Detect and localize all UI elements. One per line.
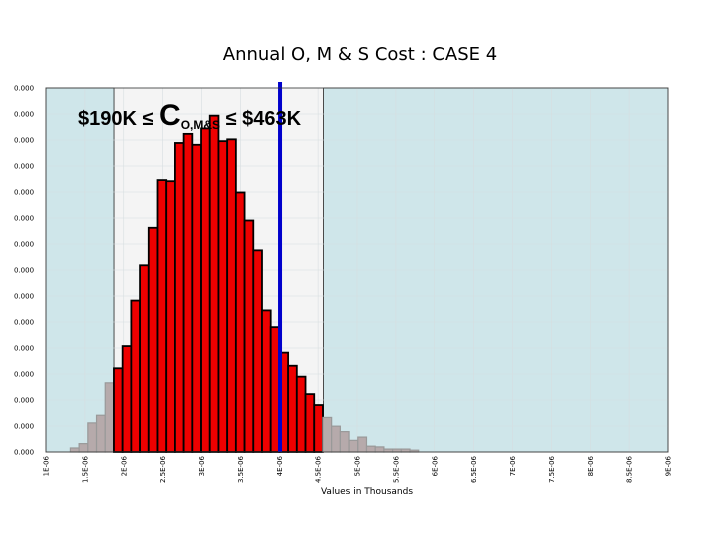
- y-tick-label: 0.000: [14, 293, 34, 301]
- histogram-bar-in-range: [243, 219, 255, 453]
- histogram-bar-out-range: [339, 431, 350, 453]
- histogram-bar-out-range: [357, 436, 368, 453]
- histogram-bar-in-range: [217, 140, 229, 453]
- annotation-suffix: ≤ $463K: [220, 108, 302, 130]
- histogram-bar-in-range: [147, 226, 159, 453]
- histogram-bar-in-range: [182, 132, 194, 453]
- histogram-bar-out-range: [392, 448, 402, 453]
- histogram-bar-in-range: [295, 375, 307, 453]
- histogram-bar-out-range: [331, 425, 341, 453]
- histogram-bar-in-range: [304, 393, 316, 453]
- x-tick-label: 1.5E-06: [81, 455, 89, 483]
- histogram-bar-in-range: [156, 179, 168, 453]
- x-tick-label: 2E-06: [120, 455, 128, 476]
- x-axis-label: Values in Thousands: [321, 487, 413, 497]
- histogram-bar-out-range: [348, 439, 359, 453]
- histogram-bar-in-range: [234, 191, 246, 453]
- histogram-bar-in-range: [130, 299, 141, 453]
- x-tick-label: 7E-06: [509, 455, 517, 476]
- x-tick-label: 2.5E-06: [159, 455, 167, 483]
- histogram-bar-in-range: [226, 138, 237, 453]
- histogram-bar-out-range: [383, 448, 394, 453]
- histogram-bar-in-range: [165, 180, 176, 453]
- annotation-subscript: O,M&S: [181, 118, 220, 132]
- x-tick-label: 3E-06: [198, 455, 206, 476]
- x-tick-label: 4E-06: [276, 455, 284, 476]
- histogram-bar-in-range: [261, 309, 272, 453]
- y-tick-label: 0.000: [14, 137, 34, 145]
- x-tick-label: 7.5E-06: [548, 455, 556, 483]
- y-tick-label: 0.000: [14, 423, 34, 431]
- histogram-bar-in-range: [139, 264, 150, 453]
- x-tick-label: 5.5E-06: [392, 455, 400, 483]
- y-tick-label: 0.000: [14, 85, 34, 93]
- x-tick-label: 6.5E-06: [470, 455, 478, 483]
- x-tick-label: 5E-06: [354, 455, 362, 476]
- x-tick-label: 8E-06: [587, 455, 595, 476]
- y-tick-label: 0.000: [14, 163, 34, 171]
- histogram-bar-out-range: [78, 443, 89, 453]
- histogram-bar-out-range: [104, 382, 115, 453]
- histogram-bar-in-range: [174, 142, 185, 453]
- histogram-bar-out-range: [69, 447, 80, 453]
- histogram-bar-out-range: [95, 414, 106, 453]
- x-tick-label: 3.5E-06: [237, 455, 245, 483]
- histogram-bar-out-range: [87, 422, 98, 453]
- histogram-bar-in-range: [287, 364, 298, 453]
- x-tick-label: 1E-06: [43, 455, 51, 476]
- y-tick-label: 0.000: [14, 215, 34, 223]
- y-tick-label: 0.000: [14, 111, 34, 119]
- annotation-prefix: $190K ≤: [78, 108, 159, 130]
- histogram-bar-in-range: [252, 249, 263, 453]
- y-tick-label: 0.000: [14, 371, 34, 379]
- x-tick-label: 9E-06: [665, 455, 673, 476]
- histogram-bar-out-range: [374, 446, 385, 453]
- histogram-bar-in-range: [208, 114, 220, 453]
- annotation-symbol: C: [159, 99, 181, 132]
- y-tick-label: 0.000: [14, 345, 34, 353]
- histogram-bar-in-range: [113, 367, 124, 453]
- histogram-bar-in-range: [200, 127, 211, 453]
- y-tick-label: 0.000: [14, 319, 34, 327]
- histogram-bar-in-range: [121, 345, 133, 453]
- x-tick-label: 8.5E-06: [626, 455, 634, 483]
- histogram-bar-in-range: [191, 143, 202, 453]
- plot-border: [45, 87, 669, 453]
- histogram-bar-out-range: [400, 448, 411, 453]
- chart-title: Annual O, M & S Cost : CASE 4: [222, 44, 498, 65]
- y-tick-label: 0.000: [14, 241, 34, 249]
- y-tick-label: 0.000: [14, 449, 34, 457]
- x-tick-label: 6E-06: [431, 455, 439, 476]
- y-tick-label: 0.000: [14, 397, 34, 405]
- x-tick-label: 4.5E-06: [315, 455, 323, 483]
- histogram-bar-in-range: [313, 404, 324, 453]
- y-tick-label: 0.000: [14, 189, 34, 197]
- y-tick-label: 0.000: [14, 267, 34, 275]
- histogram-bar-out-range: [322, 416, 333, 453]
- range-annotation: $190K ≤ CO,M&S ≤ $463K: [78, 99, 302, 132]
- histogram-bar-out-range: [365, 445, 376, 453]
